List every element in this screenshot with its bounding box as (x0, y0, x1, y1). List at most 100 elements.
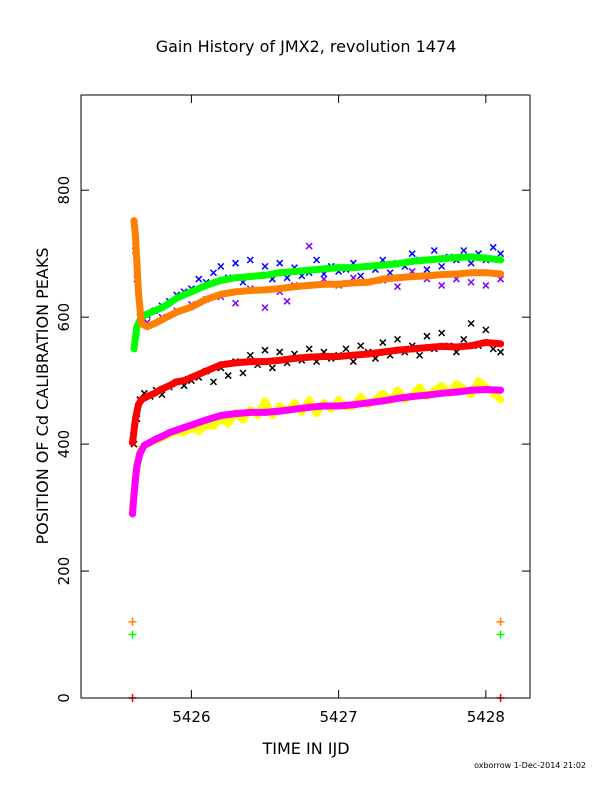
series-5-point-15 (261, 358, 269, 366)
series-2-point-4 (151, 307, 159, 315)
series-3-point-11 (202, 295, 210, 303)
series-8-point-1 (496, 617, 505, 626)
series-0-point-18 (246, 256, 254, 264)
series-0-point-14 (217, 262, 225, 270)
series-0-point-40 (408, 250, 416, 258)
series-0-point-51 (489, 243, 497, 251)
series-3-point-12 (217, 290, 225, 298)
x-tick-label-1: 5427 (320, 708, 358, 726)
series-7-point-9 (165, 429, 173, 437)
series-7-point-12 (187, 421, 195, 429)
series-3-point-6 (158, 316, 166, 324)
series-1-point-13 (283, 297, 291, 305)
series-5-point-9 (180, 377, 188, 385)
series-5-point-0 (129, 439, 137, 447)
series-5-point-21 (349, 351, 357, 359)
x-tick-label-0: 5426 (172, 708, 210, 726)
series-3-point-1 (131, 232, 139, 240)
series-4-point-13 (209, 378, 218, 386)
series-2-point-17 (305, 266, 313, 274)
x-axis-label: TIME IN IJD (261, 739, 349, 758)
series-3-point-7 (165, 312, 173, 320)
series-7-point-11 (180, 424, 188, 432)
series-2-point-12 (232, 274, 240, 282)
series-3-point-10 (187, 303, 195, 311)
series-4-point-32 (349, 358, 357, 366)
series-0-point-16 (232, 259, 240, 267)
series-5-point-22 (364, 350, 372, 358)
series-0-point-43 (430, 246, 438, 255)
series-3-point-20 (335, 280, 343, 288)
series-5 (129, 339, 505, 447)
series-5-point-14 (246, 358, 254, 366)
series-5-point-24 (394, 346, 402, 354)
series-5-point-6 (158, 385, 166, 393)
y-tick-label-2: 400 (55, 430, 73, 459)
series-3-point-15 (261, 286, 269, 294)
y-tick-label-0: 0 (55, 693, 73, 703)
series-5-point-7 (165, 382, 173, 390)
series-2-point-26 (438, 255, 446, 263)
series-0-point-22 (276, 259, 284, 267)
series-2-point-22 (379, 261, 387, 269)
series-4-point-17 (239, 369, 247, 377)
series-3-point-16 (276, 285, 284, 293)
series-7-point-30 (452, 388, 460, 396)
series-7-point-6 (146, 438, 154, 446)
axis-ticks: 5426 5427 5428 0 200 400 600 800 (55, 95, 530, 726)
series-2-point-14 (261, 271, 269, 279)
series-3-point-25 (408, 273, 416, 281)
series-2-point-10 (202, 281, 210, 289)
series-5-point-27 (438, 342, 446, 350)
series-4-point-26 (305, 345, 313, 353)
series-6-point-46 (452, 380, 460, 388)
series-7-point-32 (482, 386, 490, 394)
series-4-point-50 (482, 326, 490, 334)
series-3-point-8 (173, 308, 181, 316)
series-7-point-31 (467, 386, 475, 394)
series-7-point-18 (276, 407, 284, 415)
series-7-point-5 (140, 441, 148, 449)
series-5-point-10 (187, 373, 195, 381)
series-7-point-24 (364, 399, 372, 407)
series-2-point-13 (246, 273, 254, 281)
series-5-point-3 (137, 396, 145, 404)
series-2-point-19 (335, 264, 343, 272)
series-4-point-38 (393, 335, 402, 343)
series-7-point-14 (217, 412, 225, 420)
series-5-point-25 (408, 345, 416, 353)
series-3-point-3 (137, 320, 145, 328)
series-7-point-8 (158, 432, 166, 440)
series-6-point-36 (379, 389, 387, 397)
series-1-point-21 (393, 283, 402, 291)
series-1-point-27 (482, 281, 490, 289)
series-4-point-18 (246, 351, 254, 359)
y-tick-label-1: 200 (55, 557, 73, 586)
series-2-point-6 (165, 299, 173, 307)
series-7-point-2 (131, 475, 139, 483)
series-0-point-37 (386, 269, 394, 277)
series-6-point-52 (497, 396, 505, 404)
series-0-point-42 (423, 266, 431, 274)
series-5-point-18 (305, 353, 313, 361)
series-1-point-9 (232, 299, 240, 307)
series-7-point-33 (497, 386, 505, 394)
series-7-point-25 (379, 397, 387, 405)
series-0-point-33 (357, 272, 365, 280)
series-0-point-52 (497, 250, 505, 258)
series-7-point-26 (394, 394, 402, 402)
series-2-point-21 (364, 262, 372, 270)
series-4-point-36 (379, 339, 387, 347)
y-tick-label-3: 600 (55, 303, 73, 332)
series-5-point-16 (276, 356, 284, 364)
series-1-point-26 (467, 278, 475, 286)
series-1-point-24 (438, 281, 446, 289)
series-6-band (129, 377, 505, 512)
series-6-point-26 (305, 396, 313, 404)
series-0-point-11 (195, 275, 203, 283)
series-7-point-19 (290, 405, 298, 413)
series-3-point-22 (364, 278, 372, 286)
series-3-band (130, 217, 505, 331)
series-1-point-15 (305, 242, 313, 250)
